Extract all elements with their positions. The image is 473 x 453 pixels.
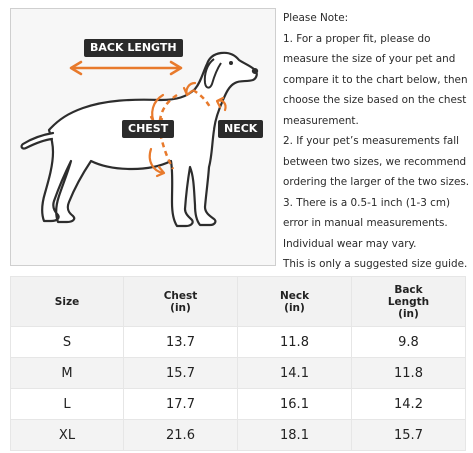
cell-chest: 15.7 [123,357,238,389]
notes-line: measurement. [283,114,359,127]
notes-line: choose the size based on the chest [283,94,467,106]
header-size: Size [10,276,124,327]
cell-back-length: 15.7 [351,419,466,451]
cell-size: M [10,357,124,389]
cell-neck: 18.1 [237,419,352,451]
table-row: L 17.7 16.1 14.2 [10,388,466,420]
notes-line: measure the size of your pet and [283,53,456,65]
notes-line: 2. If your pet’s measurements fall [283,135,459,147]
cell-back-length: 11.8 [351,357,466,389]
header-text: Size [54,295,80,308]
size-chart-table: Size Chest (in) Neck (in) Back Length (in) S… [10,276,466,451]
notes-line: compare it to the chart below, then [283,73,468,86]
dog-outline-icon [20,51,259,228]
notes-line: 1. For a proper fit, please do [283,32,431,45]
header-unit: (in) [170,301,191,314]
notes-line: This is only a suggested size guide. [283,258,468,270]
notes-line: error in manual measurements. [283,217,448,229]
notes-line: Individual wear may vary. [283,237,417,250]
cell-size: L [10,388,124,420]
cell-back-length: 14.2 [351,388,466,420]
neck-label: NECK [218,120,264,138]
header-chest: Chest (in) [123,276,238,327]
chest-label: CHEST [122,120,175,138]
cell-neck: 16.1 [237,388,352,420]
header-back-length: Back Length (in) [351,276,466,327]
cell-size: S [10,326,124,358]
cell-neck: 14.1 [237,357,352,389]
header-text: Chest [163,289,198,302]
header-text: Neck [279,289,310,302]
header-unit: (in) [398,307,419,320]
cell-chest: 21.6 [123,419,238,451]
cell-neck: 11.8 [237,326,352,358]
header-text: Length [387,295,430,308]
notes-line: ordering the larger of the two sizes. [283,176,470,188]
header-text: Back [394,283,423,296]
header-unit: (in) [284,301,305,314]
back-length-label: BACK LENGTH [84,39,183,57]
size-notes: Please Note: 1. For a proper fit, please… [283,8,471,275]
table-header-row: Size Chest (in) Neck (in) Back Length (in) [10,276,466,327]
table-row: S 13.7 11.8 9.8 [10,326,466,358]
table-row: M 15.7 14.1 11.8 [10,357,466,389]
cell-back-length: 9.8 [351,326,466,358]
notes-line: 3. There is a 0.5-1 inch (1-3 cm) [283,196,451,209]
notes-line: between two sizes, we recommend [283,155,467,168]
cell-chest: 13.7 [123,326,238,358]
header-neck: Neck (in) [237,276,352,327]
table-row: XL 21.6 18.1 15.7 [10,419,466,451]
notes-heading: Please Note: [283,12,349,24]
cell-chest: 17.7 [123,388,238,420]
measurement-illustration: BACK LENGTH CHEST NECK [10,8,276,266]
cell-size: XL [10,419,124,451]
